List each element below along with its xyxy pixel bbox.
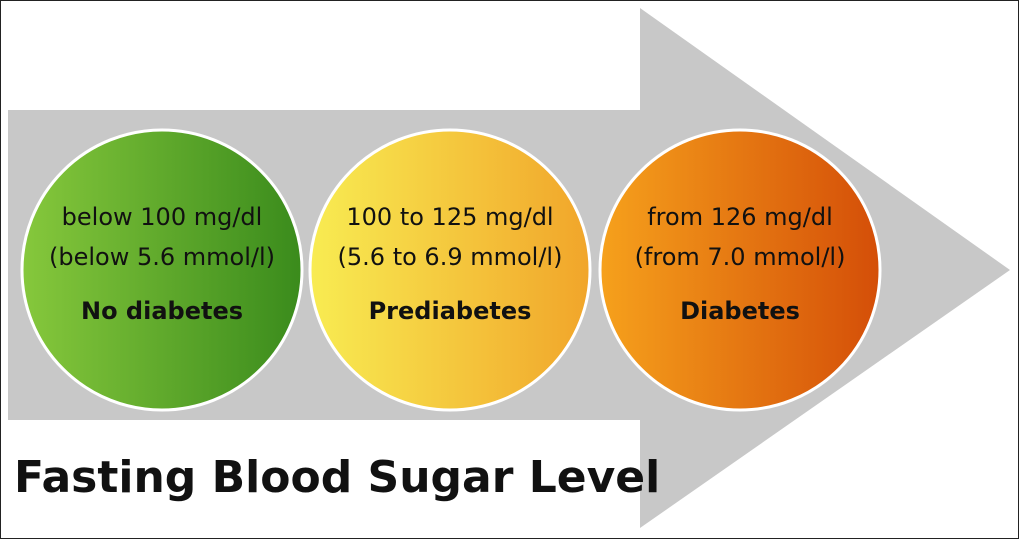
stage-label: No diabetes (81, 297, 243, 325)
range-mgdl: from 126 mg/dl (647, 203, 833, 231)
title: Fasting Blood Sugar Level (14, 452, 660, 503)
stage-circle (20, 128, 304, 412)
stage-label: Prediabetes (369, 297, 532, 325)
range-mgdl: 100 to 125 mg/dl (346, 203, 553, 231)
stages: below 100 mg/dl (below 5.6 mmol/l) No diab… (20, 128, 882, 412)
stage-label: Diabetes (680, 297, 800, 325)
stage-circle (308, 128, 592, 412)
range-mmol: (5.6 to 6.9 mmol/l) (338, 243, 563, 271)
range-mgdl: below 100 mg/dl (62, 203, 263, 231)
range-mmol: (from 7.0 mmol/l) (635, 243, 846, 271)
range-mmol: (below 5.6 mmol/l) (49, 243, 275, 271)
stage-circle (598, 128, 882, 412)
